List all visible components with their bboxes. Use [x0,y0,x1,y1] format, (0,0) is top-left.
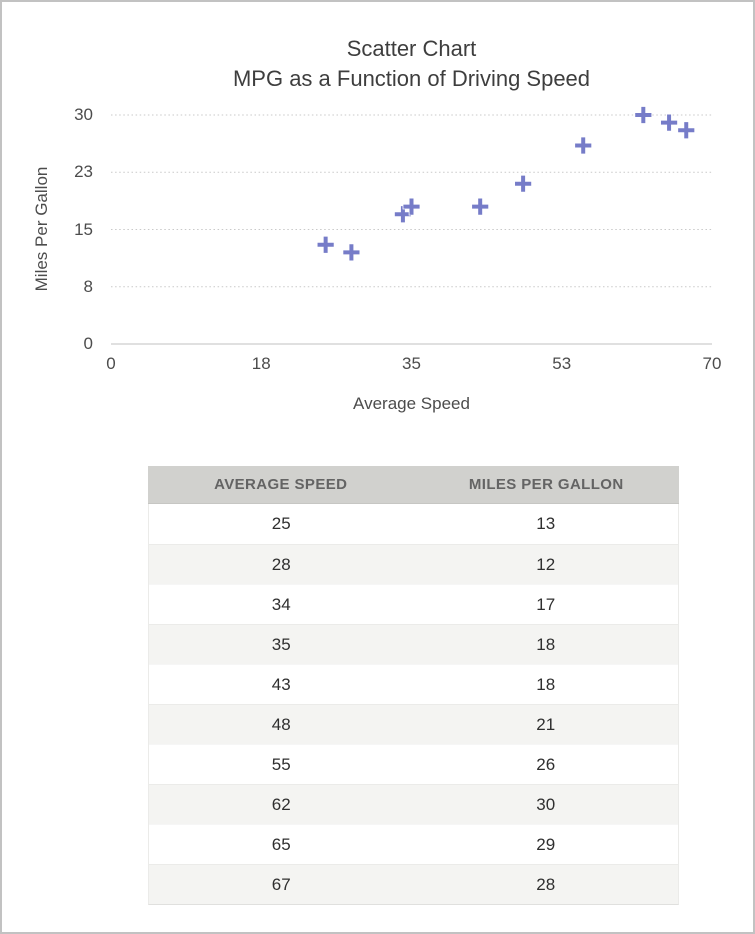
x-tick-label: 0 [106,354,116,373]
scatter-point[interactable] [677,121,696,140]
scatter-point[interactable] [471,197,490,216]
table-row: 67 28 [149,864,678,904]
y-tick-label: 23 [74,162,93,182]
table-cell[interactable]: 65 [271,835,291,854]
chart-subtitle: MPG as a Function of Driving Speed [232,66,591,91]
table-cell[interactable]: 25 [271,514,291,533]
data-table: AVERAGE SPEED MILES PER GALLON 25 13 28 12 3… [148,466,679,905]
table-cell[interactable]: 21 [536,715,556,734]
table-row: 43 18 [149,664,678,704]
table-header-miles-per-gallon[interactable]: MILES PER GALLON [468,476,624,493]
chart-title-block: Scatter Chart MPG as a Function of Drivi… [111,34,712,94]
y-tick-label: 8 [83,276,93,296]
table-cell[interactable]: 67 [271,875,291,894]
table-row: 28 12 [149,544,678,584]
table-cell[interactable]: 17 [536,595,556,614]
chart-title: Scatter Chart [346,36,477,61]
table-row: 25 13 [149,504,678,544]
x-axis-title: Average Speed [353,394,470,413]
table-row: 34 17 [149,584,678,624]
table-cell[interactable]: 62 [271,795,291,814]
table-row: 48 21 [149,704,678,744]
scatter-point[interactable] [402,197,421,216]
table-cell[interactable]: 26 [536,755,556,774]
table-cell[interactable]: 13 [536,514,556,533]
table-cell[interactable]: 34 [271,595,291,614]
table-header-row: AVERAGE SPEED MILES PER GALLON [148,466,679,504]
table-cell[interactable]: 18 [536,635,556,654]
y-tick-label: 15 [74,219,93,239]
table-cell[interactable]: 30 [536,795,556,814]
table-header-average-speed[interactable]: AVERAGE SPEED [214,476,348,493]
table-cell[interactable]: 18 [536,675,556,694]
x-tick-label: 70 [702,354,722,373]
x-tick-label: 18 [251,354,271,373]
table-row: 55 26 [149,744,678,784]
table-row: 62 30 [149,784,678,824]
scatter-point[interactable] [514,174,533,193]
y-tick-label: 0 [83,334,93,353]
table-cell[interactable]: 12 [536,555,556,574]
table-cell[interactable]: 43 [271,675,291,694]
plot-area [111,106,712,345]
table-cell[interactable]: 35 [271,635,291,654]
table-cell[interactable]: 28 [271,555,291,574]
table-cell[interactable]: 48 [271,715,291,734]
table-cell[interactable]: 55 [271,755,291,774]
table-body: 25 13 28 12 34 17 35 18 43 18 48 21 55 26 62 30 65 29 67 28 [148,504,679,905]
table-row: 35 18 [149,624,678,664]
scatter-point[interactable] [316,235,335,254]
scatter-point[interactable] [574,136,593,155]
scatter-point[interactable] [342,243,361,262]
x-tick-label: 35 [402,354,421,373]
x-tick-label: 53 [552,354,572,373]
table-cell[interactable]: 28 [536,875,556,894]
scatter-point[interactable] [660,113,678,132]
scatter-point[interactable] [394,205,412,224]
table-row: 65 29 [149,824,678,864]
y-tick-label: 30 [74,105,93,124]
table-cell[interactable]: 29 [536,835,556,854]
scatter-point[interactable] [634,106,653,124]
